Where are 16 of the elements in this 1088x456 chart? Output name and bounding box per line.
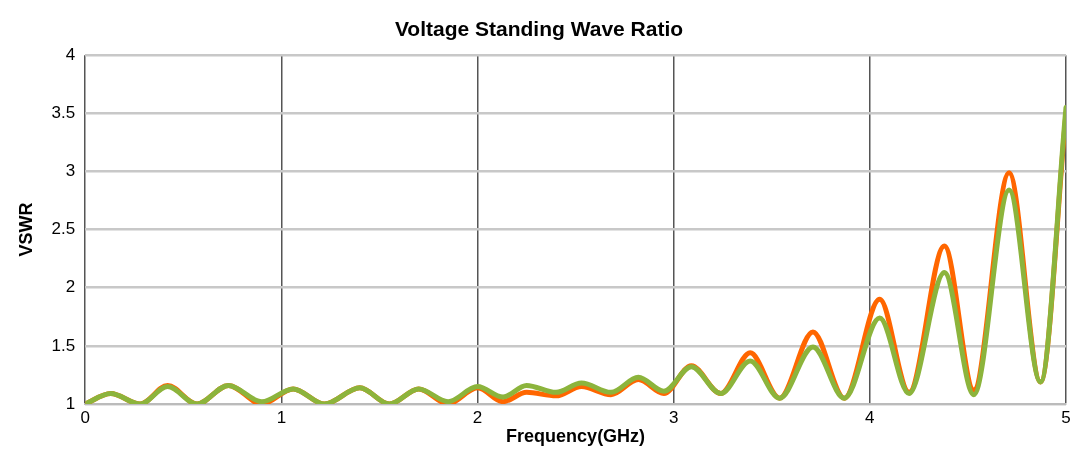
x-tick-label: 5 (1061, 407, 1071, 427)
y-tick-label: 2.5 (51, 219, 76, 239)
x-tick-label: 4 (865, 407, 875, 427)
chart-title: Voltage Standing Wave Ratio (394, 17, 684, 41)
x-tick-label: 0 (80, 407, 90, 427)
y-axis-title: VSWR (15, 202, 36, 257)
y-tick-label: 4 (65, 44, 76, 64)
x-tick-label: 2 (472, 407, 483, 427)
x-tick-label: 3 (668, 407, 679, 427)
y-tick-label: 2 (65, 277, 76, 297)
y-tick-label: 1 (65, 393, 76, 413)
y-tick-label: 1.5 (51, 335, 76, 355)
y-tick-label: 3 (65, 161, 76, 181)
y-tick-label: 3.5 (51, 103, 76, 123)
x-tick-label: 1 (276, 407, 287, 427)
x-axis-title: Frequency(GHz) (506, 426, 646, 447)
